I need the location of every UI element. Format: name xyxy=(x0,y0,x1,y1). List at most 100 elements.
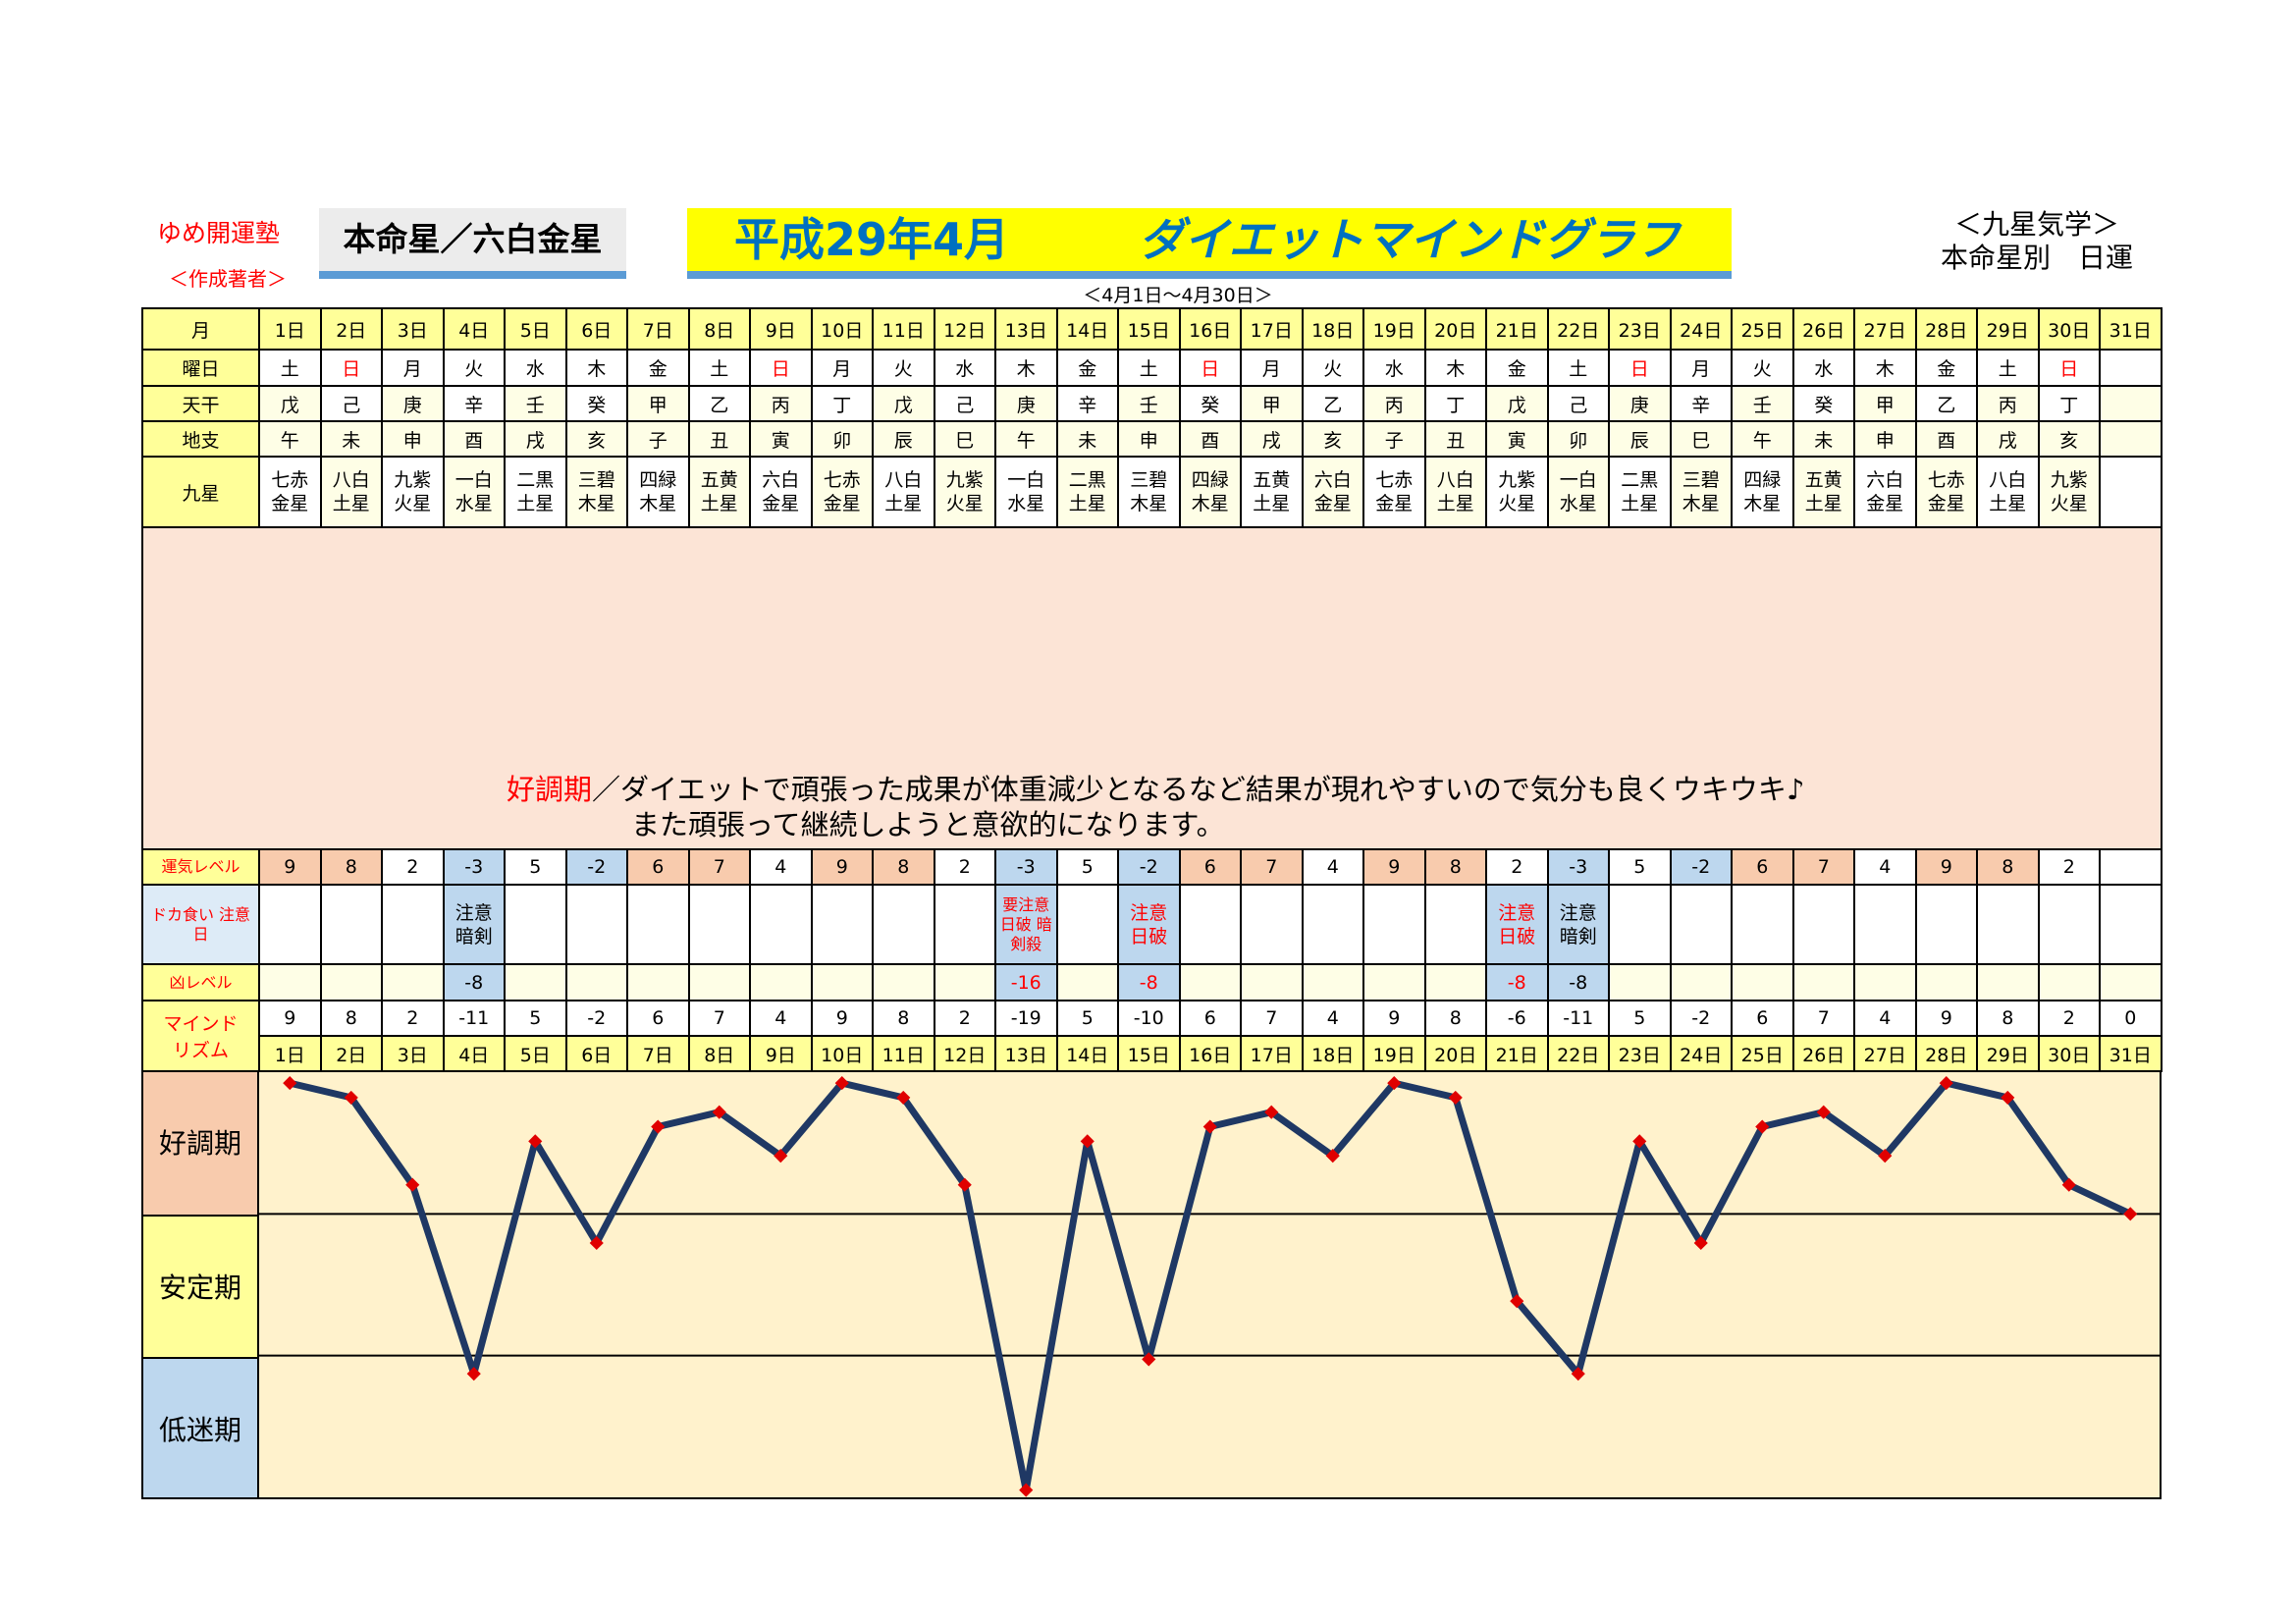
day-header: 27日 xyxy=(1853,307,1917,351)
luck-level-cell: 5 xyxy=(504,848,567,886)
kyo-level-cell: -8 xyxy=(1117,963,1181,1001)
luck-level-cell xyxy=(2099,848,2163,886)
star-element: 木星 xyxy=(1682,493,1720,514)
kan-cell: 乙 xyxy=(1914,385,1978,422)
kyusei-line2: 本命星別 日運 xyxy=(1940,242,2133,274)
day-footer: 29日 xyxy=(1976,1035,2040,1072)
star-cell: 七赤 金星 xyxy=(810,456,874,528)
data-point-marker xyxy=(1448,1090,1463,1105)
luck-level-cell: 4 xyxy=(749,848,813,886)
day-header: 23日 xyxy=(1608,307,1672,351)
luck-level-cell: 2 xyxy=(2037,848,2101,886)
row-label-caution: ドカ食い 注意日 xyxy=(141,884,260,965)
star-cell: 一白 水星 xyxy=(994,456,1058,528)
day-footer: 11日 xyxy=(872,1035,935,1072)
star-element: 木星 xyxy=(1130,493,1168,514)
day-header-row: 月 1日 2日 3日 4日 5日 6日 7日 8日 9日 10日 11日 12日 13日 14日 15日 16日… xyxy=(141,307,2163,351)
caution-cell xyxy=(2037,884,2101,965)
mind-rhythm-cell: 2 xyxy=(381,1000,445,1037)
kan-cell: 己 xyxy=(319,385,383,422)
kyo-level-cell xyxy=(2037,963,2101,1001)
day-footer: 15日 xyxy=(1117,1035,1181,1072)
luck-level-cell: -2 xyxy=(564,848,628,886)
star-name: 三碧 xyxy=(1130,469,1168,491)
shi-cell: 酉 xyxy=(1914,420,1978,458)
shi-cell: 午 xyxy=(994,420,1058,458)
shi-cell: 亥 xyxy=(564,420,628,458)
weekday-cell: 火 xyxy=(1731,349,1794,387)
shi-cell: 未 xyxy=(319,420,383,458)
day-header: 28日 xyxy=(1914,307,1978,351)
shi-cell: 酉 xyxy=(442,420,506,458)
star-element: 金星 xyxy=(823,493,861,514)
day-header: 4日 xyxy=(442,307,506,351)
kyusei-line1: ＜九星気学＞ xyxy=(1953,208,2119,241)
shi-cell: 酉 xyxy=(1178,420,1242,458)
star-element: 土星 xyxy=(1804,493,1842,514)
caution-cell xyxy=(1423,884,1487,965)
luck-level-cell: 9 xyxy=(1362,848,1426,886)
weekday-cell: 水 xyxy=(504,349,567,387)
day-header: 19日 xyxy=(1362,307,1426,351)
weekday-cell: 日 xyxy=(1608,349,1672,387)
star-name: 一白 xyxy=(1007,469,1045,491)
luck-level-cell: -3 xyxy=(1546,848,1610,886)
star-element: 土星 xyxy=(1436,493,1474,514)
data-point-marker xyxy=(1019,1483,1034,1497)
data-point-marker xyxy=(283,1076,297,1091)
shi-cell: 子 xyxy=(626,420,690,458)
star-name: 三碧 xyxy=(1682,469,1720,491)
star-cell: 四緑 木星 xyxy=(1178,456,1242,528)
shi-cell: 午 xyxy=(258,420,322,458)
mind-rhythm-cell: 6 xyxy=(626,1000,690,1037)
kan-row: 天干戊己庚辛壬癸甲乙丙丁戊己庚辛壬癸甲乙丙丁戊己庚辛壬癸甲乙丙丁 xyxy=(141,385,2163,422)
day-footer: 23日 xyxy=(1608,1035,1672,1072)
data-point-marker xyxy=(589,1235,604,1251)
star-element: 火星 xyxy=(945,493,984,514)
kyo-level-cell xyxy=(1853,963,1917,1001)
kan-cell: 癸 xyxy=(1178,385,1242,422)
star-cell: 三碧 木星 xyxy=(1117,456,1181,528)
weekday-cell: 金 xyxy=(626,349,690,387)
caution-cell: 注意 日破 xyxy=(1485,884,1549,965)
luck-level-cell: 2 xyxy=(381,848,445,886)
data-point-marker xyxy=(896,1090,911,1105)
day-header: 11日 xyxy=(872,307,935,351)
star-cell: 四緑 木星 xyxy=(626,456,690,528)
day-footer: 12日 xyxy=(933,1035,996,1072)
kan-cell: 癸 xyxy=(564,385,628,422)
mind-rhythm-cell: 8 xyxy=(1976,1000,2040,1037)
shi-cell: 申 xyxy=(381,420,445,458)
shi-cell: 未 xyxy=(1055,420,1119,458)
luck-level-cell: -2 xyxy=(1117,848,1181,886)
caution-cell xyxy=(1301,884,1364,965)
mind-rhythm-cell: -11 xyxy=(1546,1000,1610,1037)
kyo-level-cell xyxy=(504,963,567,1001)
day-footer: 30日 xyxy=(2037,1035,2101,1072)
day-footer: 27日 xyxy=(1853,1035,1917,1072)
star-name: 六白 xyxy=(762,469,800,491)
star-name: 五黄 xyxy=(1804,469,1842,491)
kyo-level-cell xyxy=(564,963,628,1001)
weekday-cell: 金 xyxy=(1914,349,1978,387)
day-header: 17日 xyxy=(1240,307,1304,351)
caution-cell xyxy=(933,884,996,965)
star-element: 土星 xyxy=(1253,493,1291,514)
weekday-cell: 水 xyxy=(933,349,996,387)
day-header: 15日 xyxy=(1117,307,1181,351)
luck-level-cell: 4 xyxy=(1853,848,1917,886)
data-point-marker xyxy=(1755,1119,1770,1134)
title-banner: 平成29年4月 ダイエットマインドグラフ xyxy=(687,208,1732,279)
day-header: 8日 xyxy=(687,307,751,351)
date-range: ＜4月1日～4月30日＞ xyxy=(1083,285,1273,306)
kan-cell: 丁 xyxy=(2037,385,2101,422)
mind-rhythm-cell: 2 xyxy=(2037,1000,2101,1037)
mind-rhythm-cell: -19 xyxy=(994,1000,1058,1037)
weekday-cell: 土 xyxy=(1976,349,2040,387)
kyo-level-cell xyxy=(1178,963,1242,1001)
data-point-marker xyxy=(651,1119,666,1134)
caution-cell xyxy=(1055,884,1119,965)
star-element: 木星 xyxy=(577,493,615,514)
shi-cell: 亥 xyxy=(2037,420,2101,458)
star-name: 六白 xyxy=(1313,469,1352,491)
